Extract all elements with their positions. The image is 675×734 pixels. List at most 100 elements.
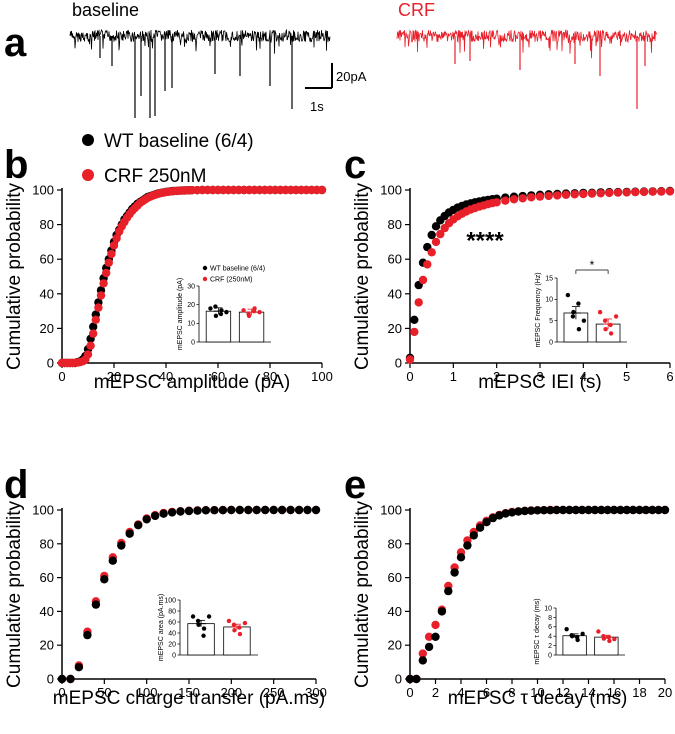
data-point-wt xyxy=(533,506,542,515)
inset-point-crf xyxy=(603,327,608,332)
inset-y-tick-label: 15 xyxy=(545,275,553,282)
data-point-crf xyxy=(431,237,441,247)
x-tick-label: 16 xyxy=(607,685,621,700)
x-tick-label: 4 xyxy=(580,369,587,384)
inset-point-wt xyxy=(195,618,201,624)
data-point-wt xyxy=(495,511,504,520)
y-axis-title: Cumulative probability xyxy=(352,183,373,370)
data-point-wt xyxy=(546,506,555,515)
inset-point-crf xyxy=(602,318,608,323)
data-point-wt xyxy=(167,508,177,517)
data-point-wt xyxy=(410,315,419,324)
x-tick-label: 0 xyxy=(406,369,413,384)
significance-annotation: **** xyxy=(466,227,504,254)
data-point-wt xyxy=(571,505,580,515)
y-tick-label: 80 xyxy=(40,217,54,232)
y-tick-label: 40 xyxy=(388,286,402,301)
inset-point-crf xyxy=(232,628,237,633)
data-point-wt xyxy=(641,505,651,515)
data-point-crf xyxy=(587,189,597,198)
data-point-crf xyxy=(665,187,675,196)
x-tick-label: 3 xyxy=(536,369,543,384)
inset-legend-marker-crf xyxy=(202,276,208,282)
y-tick-label: 0 xyxy=(395,672,402,687)
x-tick-label: 14 xyxy=(581,685,595,700)
data-point-crf xyxy=(613,188,623,197)
legend-label-wt: WT baseline (6/4) xyxy=(104,131,254,152)
x-tick-label: 0 xyxy=(406,685,413,700)
inset-point-wt xyxy=(201,626,207,631)
data-point-wt xyxy=(437,607,447,616)
inset-point-wt xyxy=(576,327,582,332)
inset-y-tick-label: 0 xyxy=(548,652,552,659)
data-point-wt xyxy=(635,505,644,515)
x-tick-label: 20 xyxy=(107,369,121,384)
y-tick-label: 20 xyxy=(40,638,54,653)
inset-point-wt xyxy=(219,308,224,313)
data-point-wt xyxy=(176,507,185,516)
inset-bar-wt xyxy=(205,310,232,343)
data-point-wt xyxy=(193,506,202,515)
inset-point-crf xyxy=(242,620,248,626)
inset-point-crf xyxy=(237,625,242,630)
x-axis-title: mEPSC τ decay (ms) xyxy=(448,688,628,709)
inset-point-wt xyxy=(565,292,571,298)
data-point-crf xyxy=(501,196,510,205)
data-point-wt xyxy=(261,505,270,515)
data-point-wt xyxy=(475,523,485,532)
inset-bar-wt xyxy=(562,635,587,656)
y-tick-label: 20 xyxy=(40,321,54,336)
inset-point-wt xyxy=(564,626,569,632)
inset-point-wt xyxy=(569,633,574,638)
data-point-crf xyxy=(509,195,519,204)
y-tick-label: 0 xyxy=(47,356,54,371)
x-tick-label: 18 xyxy=(632,685,646,700)
data-point-wt xyxy=(660,505,670,515)
data-point-wt xyxy=(235,505,244,515)
inset-point-wt xyxy=(224,309,229,315)
inset-point-crf xyxy=(606,634,612,640)
inset-point-wt xyxy=(213,313,219,319)
data-point-crf xyxy=(414,298,423,307)
inset-point-wt xyxy=(218,311,224,317)
y-axis-title: Cumulative probability xyxy=(352,501,373,688)
inset-bar-wt xyxy=(187,623,215,656)
baseline-trace xyxy=(69,28,331,118)
inset-y-tick-label: 60 xyxy=(168,619,176,626)
y-tick-label: 40 xyxy=(40,286,54,301)
data-point-wt xyxy=(210,506,219,515)
data-point-crf xyxy=(107,249,116,259)
inset-point-crf xyxy=(608,331,614,336)
panel-letter-c: c xyxy=(344,143,366,187)
inset-y-title: mEPSC area (pA.ms) xyxy=(158,594,165,661)
inset-point-wt xyxy=(196,622,201,627)
data-point-wt xyxy=(603,505,612,515)
inset-point-crf xyxy=(612,636,617,642)
data-point-wt xyxy=(227,505,236,515)
data-point-crf xyxy=(423,260,432,269)
data-point-crf xyxy=(527,193,536,202)
data-point-crf xyxy=(317,185,327,195)
y-tick-label: 20 xyxy=(388,321,402,336)
inset-y-tick-label: 30 xyxy=(187,283,195,290)
inset-point-crf xyxy=(237,631,243,637)
data-point-wt xyxy=(520,506,529,516)
x-tick-label: 5 xyxy=(623,369,630,384)
inset-point-crf xyxy=(251,309,257,314)
inset-y-tick-label: 20 xyxy=(187,302,195,309)
data-point-wt xyxy=(244,505,253,515)
y-tick-label: 80 xyxy=(388,217,402,232)
data-point-crf xyxy=(86,341,95,350)
scale-label-time: 1s xyxy=(310,99,324,114)
data-point-wt xyxy=(507,508,517,517)
inset-point-wt xyxy=(208,306,213,311)
data-point-wt xyxy=(142,515,151,524)
inset-bar-crf xyxy=(223,626,251,656)
inset-legend-wt: WT baseline (6/4) xyxy=(210,266,265,273)
data-point-wt xyxy=(552,505,561,515)
data-point-wt xyxy=(286,505,295,515)
data-point-crf xyxy=(99,279,108,288)
data-point-wt xyxy=(616,505,625,515)
panel-letter-d: d xyxy=(4,463,28,507)
